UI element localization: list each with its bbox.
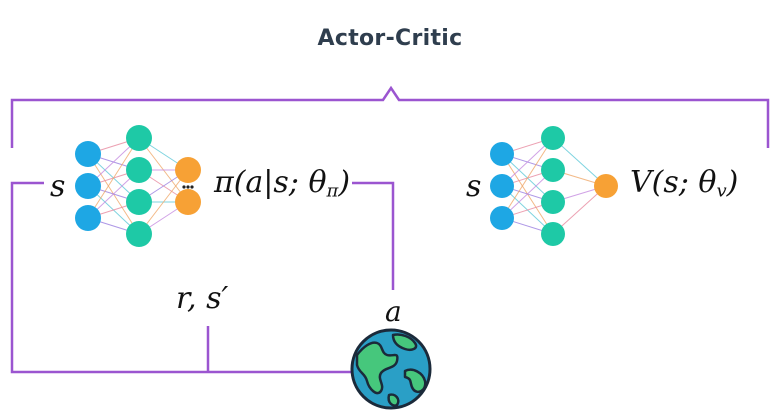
action-line xyxy=(352,181,395,290)
network-edge xyxy=(501,137,554,219)
critic-network xyxy=(490,126,618,246)
hidden-node xyxy=(541,190,565,214)
hidden-node xyxy=(541,126,565,150)
action-label: a xyxy=(385,295,402,328)
network-edge xyxy=(138,169,189,235)
policy-subscript: π xyxy=(326,180,339,202)
input-node xyxy=(75,205,101,231)
value-subscript: v xyxy=(716,180,727,202)
diagram-title: Actor-Critic xyxy=(317,26,463,51)
ellipsis-dots xyxy=(182,185,194,189)
hidden-node xyxy=(126,125,152,151)
value-label: V(s; θv) xyxy=(630,168,738,201)
loop-left-line xyxy=(10,181,352,374)
top-bracket xyxy=(10,85,770,148)
hidden-node xyxy=(126,221,152,247)
policy-label: π(a|s; θπ) xyxy=(214,168,350,201)
output-node xyxy=(175,157,201,183)
output-node xyxy=(175,189,201,215)
policy-close: ) xyxy=(338,165,351,200)
policy-args: (a|s; θ xyxy=(233,165,327,200)
policy-fn: π xyxy=(214,165,234,200)
input-node xyxy=(75,173,101,199)
actor-network xyxy=(75,125,201,247)
value-close: ) xyxy=(726,165,739,200)
value-args: (s; θ xyxy=(651,165,717,200)
input-node xyxy=(490,174,514,198)
output-node xyxy=(594,174,618,198)
input-node xyxy=(490,206,514,230)
actor-input-label: s xyxy=(50,169,66,204)
input-node xyxy=(490,142,514,166)
critic-input-label: s xyxy=(466,169,482,204)
input-node xyxy=(75,141,101,167)
hidden-node xyxy=(541,222,565,246)
value-fn: V xyxy=(630,165,652,200)
reward-state-label: r, s′ xyxy=(176,281,229,316)
environment-globe-icon xyxy=(350,328,432,410)
hidden-node xyxy=(126,157,152,183)
hidden-node xyxy=(126,189,152,215)
network-edge xyxy=(87,137,140,219)
hidden-node xyxy=(541,158,565,182)
